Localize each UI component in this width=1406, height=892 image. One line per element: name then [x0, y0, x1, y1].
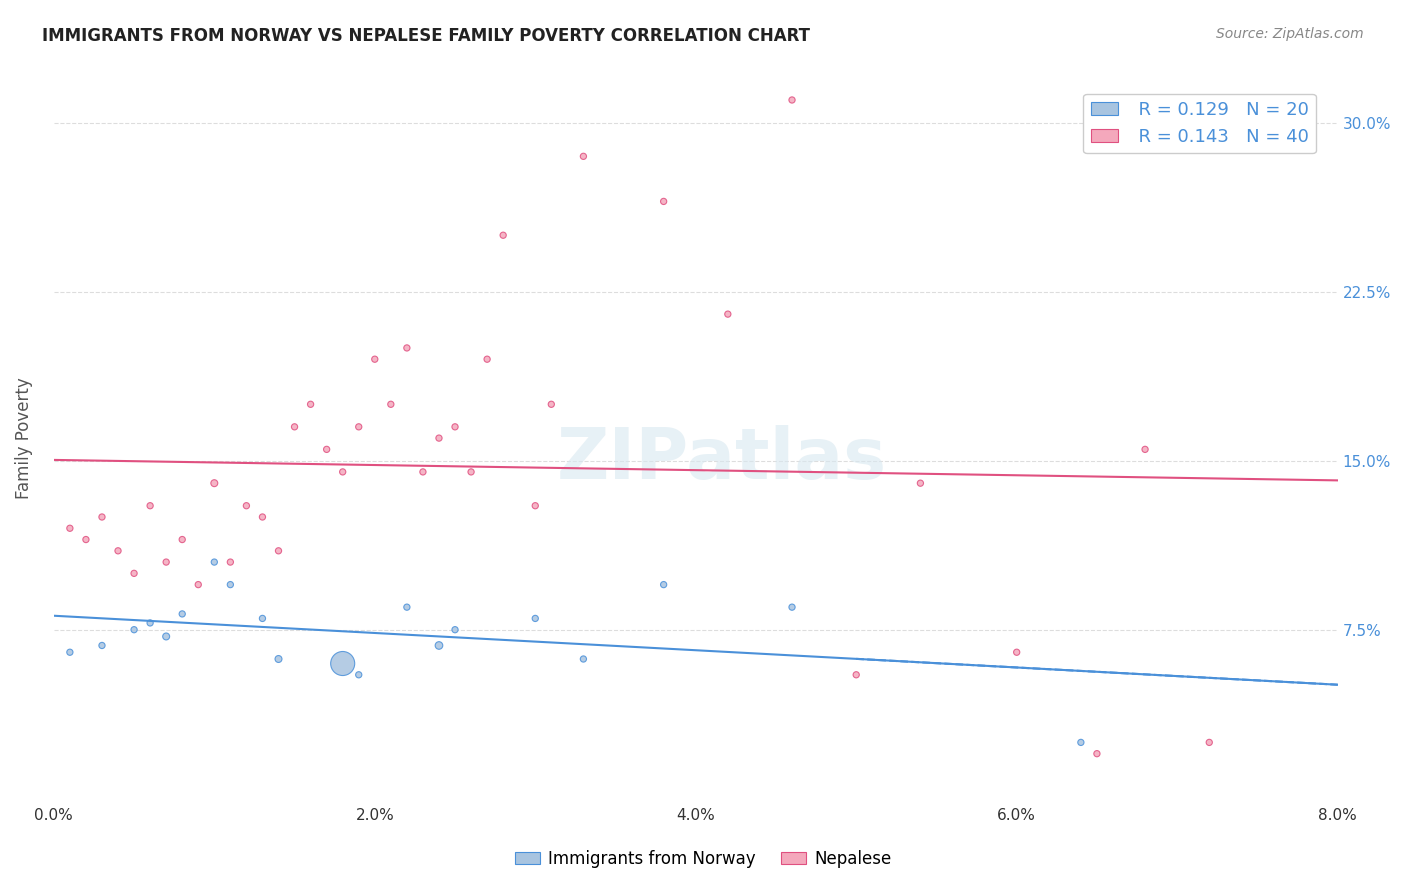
- Point: [235, 499, 257, 513]
- Point: [492, 228, 515, 243]
- Point: [122, 623, 145, 637]
- Point: [444, 420, 467, 434]
- Point: [252, 611, 274, 625]
- Point: [267, 543, 290, 558]
- Point: [59, 645, 82, 659]
- Point: [444, 623, 467, 637]
- Point: [75, 533, 97, 547]
- Point: [572, 652, 595, 666]
- Point: [380, 397, 402, 411]
- Point: [524, 499, 547, 513]
- Point: [139, 615, 162, 630]
- Point: [1070, 735, 1092, 749]
- Point: [187, 577, 209, 591]
- Point: [475, 352, 498, 367]
- Point: [652, 577, 675, 591]
- Point: [652, 194, 675, 209]
- Y-axis label: Family Poverty: Family Poverty: [15, 377, 32, 499]
- Point: [1085, 747, 1108, 761]
- Point: [315, 442, 337, 457]
- Point: [524, 611, 547, 625]
- Point: [332, 465, 354, 479]
- Point: [155, 630, 177, 644]
- Text: IMMIGRANTS FROM NORWAY VS NEPALESE FAMILY POVERTY CORRELATION CHART: IMMIGRANTS FROM NORWAY VS NEPALESE FAMIL…: [42, 27, 810, 45]
- Point: [107, 543, 129, 558]
- Point: [155, 555, 177, 569]
- Point: [460, 465, 482, 479]
- Point: [91, 639, 114, 653]
- Point: [91, 510, 114, 524]
- Point: [1005, 645, 1028, 659]
- Point: [283, 420, 305, 434]
- Point: [172, 607, 194, 621]
- Point: [202, 555, 225, 569]
- Point: [717, 307, 740, 321]
- Point: [267, 652, 290, 666]
- Legend: Immigrants from Norway, Nepalese: Immigrants from Norway, Nepalese: [508, 844, 898, 875]
- Point: [219, 577, 242, 591]
- Point: [59, 521, 82, 535]
- Legend:   R = 0.129   N = 20,   R = 0.143   N = 40: R = 0.129 N = 20, R = 0.143 N = 40: [1084, 94, 1316, 153]
- Point: [172, 533, 194, 547]
- Text: ZIPatlas: ZIPatlas: [557, 425, 886, 494]
- Point: [122, 566, 145, 581]
- Point: [845, 667, 868, 681]
- Point: [252, 510, 274, 524]
- Text: Source: ZipAtlas.com: Source: ZipAtlas.com: [1216, 27, 1364, 41]
- Point: [347, 667, 370, 681]
- Point: [427, 639, 450, 653]
- Point: [299, 397, 322, 411]
- Point: [1133, 442, 1156, 457]
- Point: [780, 93, 803, 107]
- Point: [427, 431, 450, 445]
- Point: [780, 600, 803, 615]
- Point: [347, 420, 370, 434]
- Point: [202, 476, 225, 491]
- Point: [540, 397, 562, 411]
- Point: [412, 465, 434, 479]
- Point: [219, 555, 242, 569]
- Point: [395, 600, 418, 615]
- Point: [1198, 735, 1220, 749]
- Point: [364, 352, 387, 367]
- Point: [139, 499, 162, 513]
- Point: [572, 149, 595, 163]
- Point: [332, 657, 354, 671]
- Point: [910, 476, 932, 491]
- Point: [395, 341, 418, 355]
